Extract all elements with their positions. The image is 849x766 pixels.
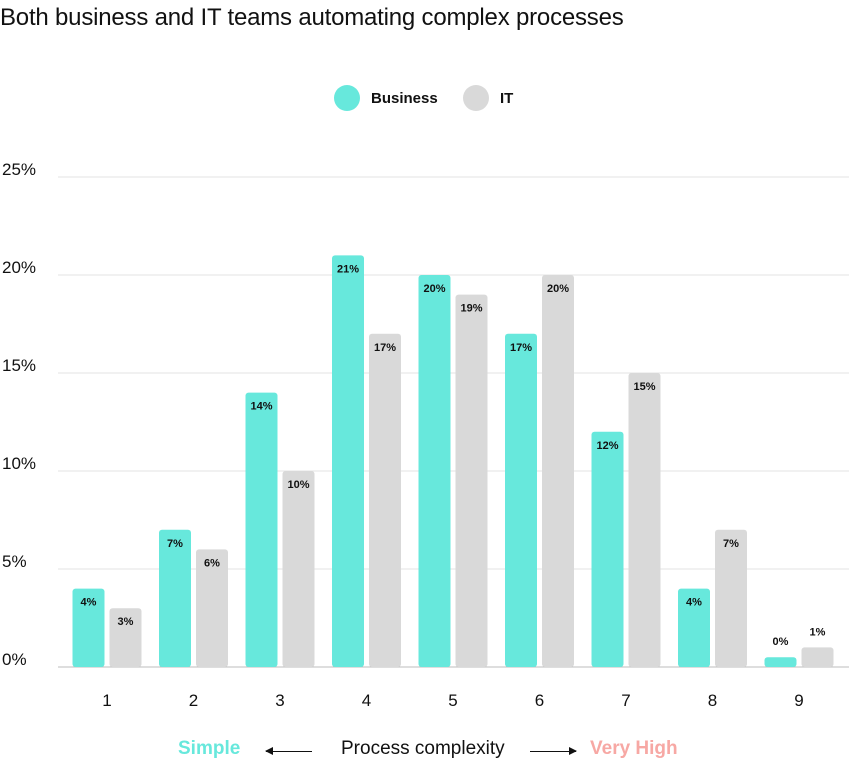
bar-business-6 <box>505 333 537 667</box>
y-tick-label-20: 20% <box>2 258 36 277</box>
bar-label-it-2: 6% <box>204 557 220 569</box>
arrow-left-icon <box>265 747 312 755</box>
bar-business-4 <box>332 255 364 667</box>
y-tick-label-15: 15% <box>2 356 36 375</box>
bar-it-3 <box>282 471 315 667</box>
x-tick-label-2: 2 <box>189 691 198 710</box>
legend-item-business[interactable]: Business <box>334 84 438 112</box>
bar-label-business-5: 20% <box>423 283 445 295</box>
legend-label-it: IT <box>500 89 514 107</box>
bar-it-6 <box>542 275 574 667</box>
bar-business-1 <box>72 588 105 667</box>
bar-business-8 <box>678 588 710 667</box>
y-tick-label-25: 25% <box>2 160 36 179</box>
x-tick-label-6: 6 <box>535 691 544 710</box>
x-axis-label-very-high: Very High <box>590 738 678 759</box>
x-tick-label-7: 7 <box>621 691 630 710</box>
y-tick-label-5: 5% <box>2 552 27 571</box>
x-axis-label: Simple Process complexity Very High <box>0 738 849 766</box>
bar-it-7 <box>628 373 661 667</box>
bar-label-business-1: 4% <box>81 597 97 609</box>
bar-label-it-7: 15% <box>633 381 655 393</box>
bar-label-it-4: 17% <box>374 342 396 354</box>
bar-label-business-3: 14% <box>250 401 272 413</box>
bar-label-it-5: 19% <box>460 303 482 315</box>
legend-swatch-business <box>334 85 360 111</box>
bar-label-it-6: 20% <box>547 283 569 295</box>
legend-item-it[interactable]: IT <box>463 84 513 112</box>
bar-label-business-4: 21% <box>337 263 359 275</box>
legend-swatch-it <box>463 85 489 111</box>
bar-label-business-8: 4% <box>686 597 702 609</box>
x-tick-label-5: 5 <box>448 691 457 710</box>
bar-label-it-8: 7% <box>723 538 739 550</box>
x-tick-label-8: 8 <box>708 691 717 710</box>
bar-it-4 <box>369 333 401 667</box>
x-axis-label-process-complexity: Process complexity <box>341 738 505 759</box>
x-tick-label-9: 9 <box>794 691 803 710</box>
x-tick-label-4: 4 <box>362 691 371 710</box>
bar-label-business-7: 12% <box>596 440 618 452</box>
bar-label-it-9: 1% <box>810 626 826 638</box>
bar-business-9 <box>764 657 797 667</box>
bar-it-9 <box>801 647 834 667</box>
x-tick-label-3: 3 <box>275 691 284 710</box>
bar-label-business-9: 0% <box>773 636 789 648</box>
bar-it-8 <box>715 529 747 667</box>
legend: Business IT <box>0 84 849 112</box>
bar-chart: 0%5%10%15%20%25%4%3%17%6%214%10%321%17%4… <box>2 160 849 710</box>
x-tick-label-1: 1 <box>102 691 111 710</box>
bar-business-7 <box>591 431 624 667</box>
arrow-right-icon <box>530 747 577 755</box>
y-tick-label-0: 0% <box>2 650 27 669</box>
bar-business-2 <box>159 529 191 667</box>
bar-label-business-6: 17% <box>510 342 532 354</box>
bar-label-business-2: 7% <box>167 538 183 550</box>
x-axis-label-simple: Simple <box>178 738 241 759</box>
bar-label-it-1: 3% <box>118 616 134 628</box>
bar-business-5 <box>418 275 451 667</box>
bar-it-1 <box>109 608 142 667</box>
legend-label-business: Business <box>371 89 438 107</box>
bar-business-3 <box>245 392 278 667</box>
y-tick-label-10: 10% <box>2 454 36 473</box>
chart-title: Both business and IT teams automating co… <box>0 4 624 31</box>
bar-it-5 <box>455 294 488 667</box>
bar-it-2 <box>196 549 228 667</box>
bar-label-it-3: 10% <box>287 479 309 491</box>
